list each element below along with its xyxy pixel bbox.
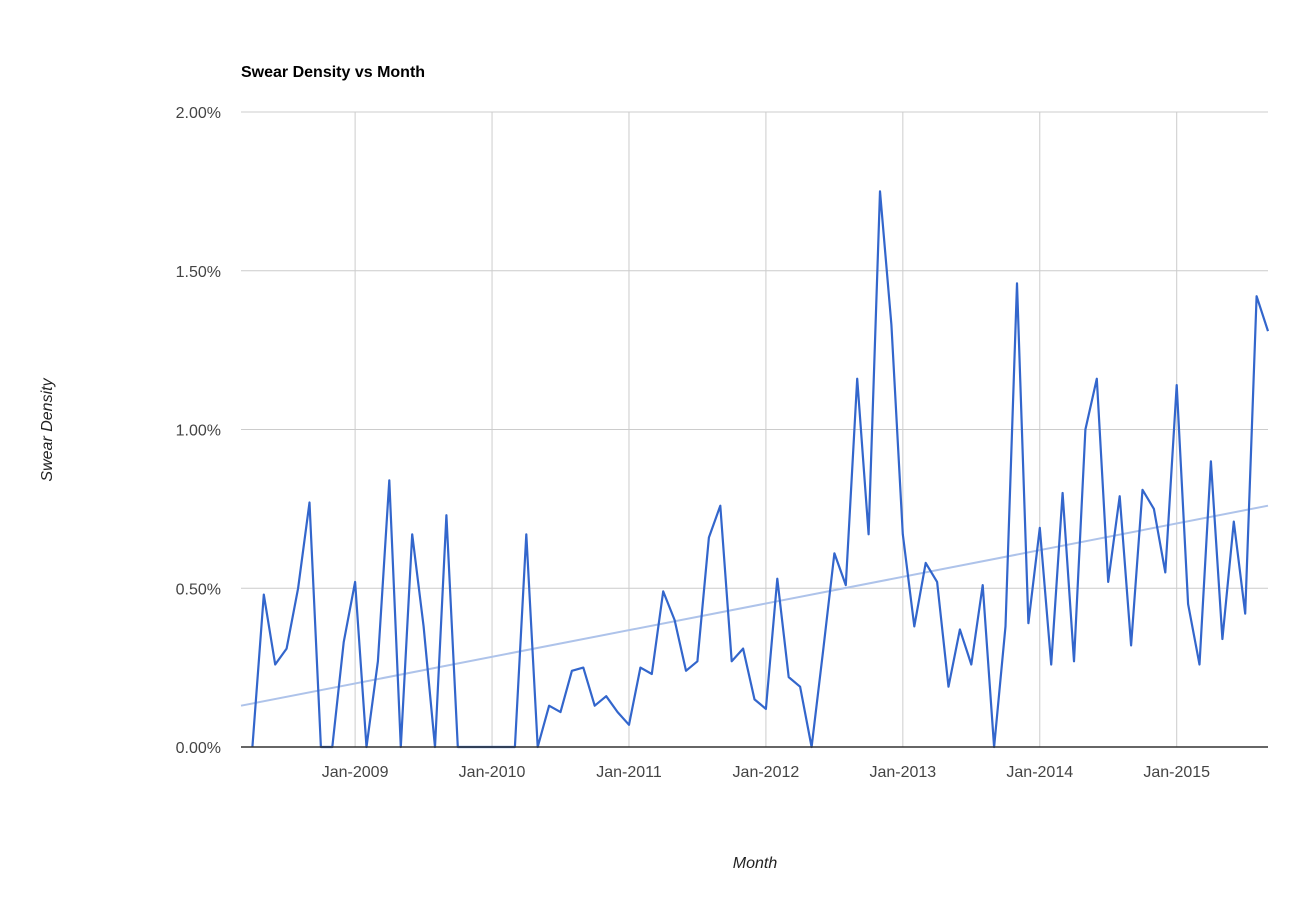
x-tick-label: Jan-2015 bbox=[1143, 764, 1210, 781]
y-tick-label: 0.00% bbox=[176, 740, 221, 757]
y-tick-label: 1.50% bbox=[176, 264, 221, 281]
series-layer bbox=[240, 190, 1270, 749]
y-tick-label: 2.00% bbox=[176, 105, 221, 122]
x-tick-label: Jan-2011 bbox=[596, 764, 662, 781]
chart-title: Swear Density vs Month bbox=[241, 64, 425, 81]
x-axis-title: Month bbox=[733, 855, 778, 872]
y-axis-ticks: 0.00% 0.50% 1.00% 1.50% 2.00% bbox=[176, 105, 221, 757]
x-tick-label: Jan-2010 bbox=[459, 764, 526, 781]
y-tick-label: 0.50% bbox=[176, 581, 221, 598]
grid bbox=[241, 111, 1268, 747]
x-tick-label: Jan-2012 bbox=[733, 764, 800, 781]
y-axis-title: Swear Density bbox=[39, 377, 56, 481]
x-tick-label: Jan-2009 bbox=[322, 764, 389, 781]
swear-density-series-line bbox=[251, 190, 1270, 749]
x-tick-label: Jan-2013 bbox=[869, 764, 936, 781]
trendline bbox=[240, 504, 1269, 707]
y-tick-label: 1.00% bbox=[176, 423, 221, 440]
x-axis-ticks: Jan-2009 Jan-2010 Jan-2011 Jan-2012 Jan-2013… bbox=[322, 764, 1210, 781]
x-tick-label: Jan-2014 bbox=[1006, 764, 1073, 781]
